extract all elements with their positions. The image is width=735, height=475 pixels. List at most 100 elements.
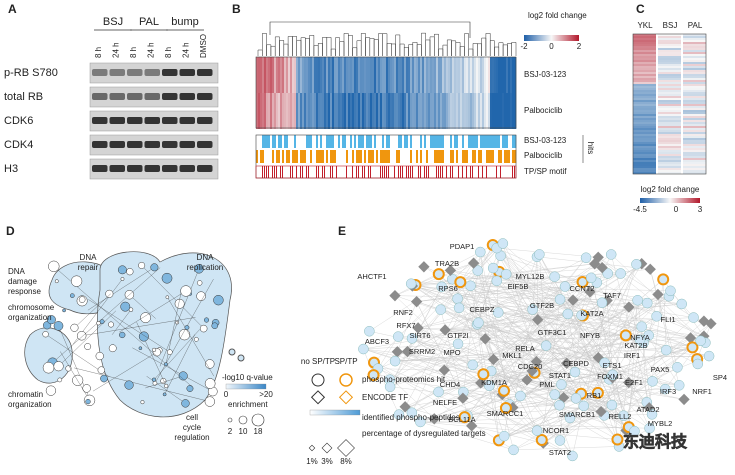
hit-cell bbox=[434, 135, 437, 148]
label: ENCODE TF bbox=[362, 393, 408, 402]
edge bbox=[411, 338, 473, 365]
heat-cell bbox=[633, 156, 656, 159]
edge bbox=[145, 375, 184, 389]
hit-cell bbox=[328, 135, 331, 148]
edge bbox=[498, 393, 582, 441]
hit-cell bbox=[378, 135, 381, 148]
edge bbox=[153, 329, 200, 380]
dendrogram bbox=[343, 33, 349, 56]
heat-cell bbox=[324, 93, 327, 129]
heat-cell bbox=[314, 93, 317, 129]
heat-cell bbox=[633, 92, 656, 95]
edge bbox=[460, 281, 599, 358]
dendrogram bbox=[283, 43, 289, 56]
term-node bbox=[196, 280, 203, 286]
heat-cell bbox=[274, 57, 277, 93]
label: Palbociclib bbox=[524, 151, 563, 160]
motif-tick bbox=[290, 166, 291, 178]
dendrogram bbox=[274, 36, 280, 56]
heat-cell bbox=[633, 132, 656, 135]
heat-cell bbox=[683, 124, 706, 127]
heat-cell bbox=[683, 128, 706, 131]
heat-cell bbox=[683, 164, 706, 167]
heat-cell bbox=[380, 93, 383, 129]
edge bbox=[154, 279, 214, 384]
heat-cell bbox=[683, 40, 706, 43]
protein-node bbox=[393, 409, 405, 420]
hit-cell bbox=[266, 150, 269, 163]
protein-node bbox=[491, 275, 503, 287]
term-node bbox=[163, 362, 168, 367]
term-node bbox=[117, 265, 127, 275]
edge bbox=[572, 300, 608, 456]
heat-cell bbox=[658, 112, 681, 115]
size-key bbox=[337, 439, 355, 457]
heat-cell bbox=[658, 44, 681, 47]
motif-tick bbox=[496, 166, 497, 178]
hit-cell bbox=[406, 135, 409, 148]
label: TRA2B bbox=[435, 259, 459, 268]
motif-tick bbox=[410, 166, 411, 178]
heat-cell bbox=[633, 130, 656, 133]
heat-cell bbox=[418, 93, 421, 129]
heat-cell bbox=[683, 152, 706, 155]
heat-cell bbox=[633, 106, 656, 109]
edge bbox=[496, 247, 650, 429]
protein-node bbox=[585, 272, 597, 284]
heat-cell bbox=[633, 76, 656, 79]
heat-cell bbox=[633, 74, 656, 77]
heat-cell bbox=[658, 130, 681, 133]
heat-cell bbox=[326, 93, 329, 129]
heat-cell bbox=[420, 57, 423, 93]
heat-cell bbox=[454, 93, 457, 129]
label: CCNT2 bbox=[569, 284, 594, 293]
motif-tick bbox=[500, 166, 501, 178]
heat-cell bbox=[683, 144, 706, 147]
protein-node bbox=[527, 304, 538, 315]
heat-cell bbox=[633, 86, 656, 89]
heat-cell bbox=[466, 57, 469, 93]
edge bbox=[397, 301, 417, 352]
hit-cell bbox=[376, 150, 379, 163]
hit-cell bbox=[404, 150, 407, 163]
protein-node bbox=[578, 400, 589, 412]
edge bbox=[74, 293, 111, 328]
label: KAT2B bbox=[624, 341, 647, 350]
heat-cell bbox=[658, 72, 681, 75]
heat-cell bbox=[378, 93, 381, 129]
tf-node bbox=[389, 290, 401, 302]
hit-cell bbox=[446, 150, 449, 163]
hit-cell bbox=[362, 135, 365, 148]
motif-tick bbox=[428, 166, 429, 178]
heat-cell bbox=[426, 57, 429, 93]
label: 8 h bbox=[94, 47, 103, 58]
heat-cell bbox=[502, 93, 505, 129]
hit-cell bbox=[448, 150, 451, 163]
label: ETS1 bbox=[603, 361, 622, 370]
heat-cell bbox=[683, 74, 706, 77]
hit-cell bbox=[460, 150, 463, 163]
hit-cell bbox=[414, 135, 417, 148]
hit-cell bbox=[506, 135, 509, 148]
dendrogram bbox=[425, 39, 431, 56]
heat-cell bbox=[314, 57, 317, 93]
dendrogram bbox=[279, 40, 285, 56]
heat-cell bbox=[683, 44, 706, 47]
heat-cell bbox=[658, 42, 681, 45]
motif-tick bbox=[436, 166, 437, 178]
protein-node bbox=[405, 278, 417, 289]
heat-cell bbox=[436, 93, 439, 129]
heat-cell bbox=[683, 116, 706, 119]
heat-cell bbox=[290, 93, 293, 129]
heat-cell bbox=[402, 57, 405, 93]
heat-cell bbox=[354, 57, 357, 93]
hit-cell bbox=[256, 150, 259, 163]
hit-cell bbox=[398, 150, 401, 163]
heat-cell bbox=[683, 52, 706, 55]
blot-band bbox=[92, 117, 108, 124]
hit-cell bbox=[332, 135, 335, 148]
motif-tick bbox=[296, 166, 297, 178]
hit-cell bbox=[492, 150, 495, 163]
heat-cell bbox=[306, 93, 309, 129]
heat-cell bbox=[683, 134, 706, 137]
